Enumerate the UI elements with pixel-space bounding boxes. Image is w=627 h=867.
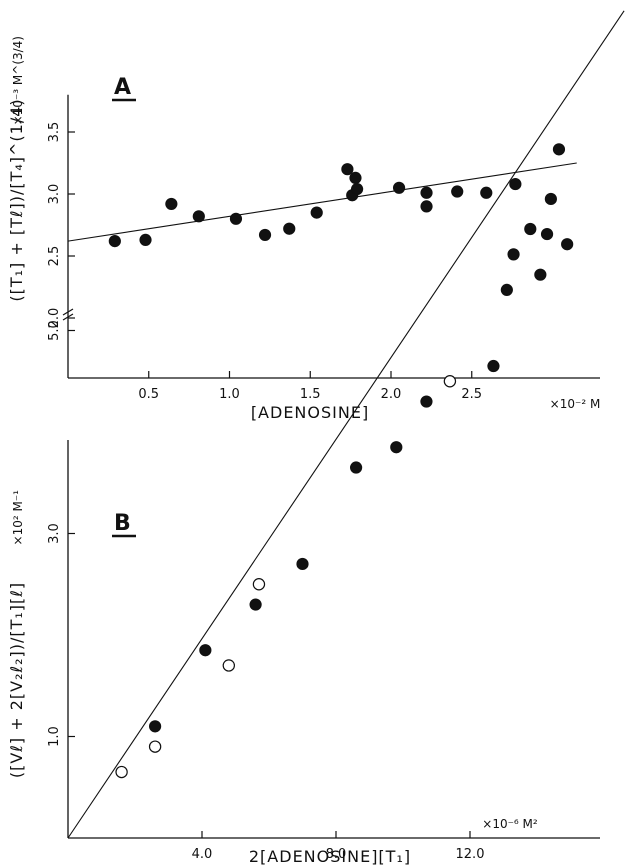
x-tick-label: 2.0: [381, 387, 402, 402]
filled-data-point: [258, 228, 272, 242]
filled-data-point: [487, 359, 500, 373]
open-data-point: [115, 765, 128, 779]
y-tick-label: 3.5: [47, 122, 62, 143]
x-tick-label: 4.0: [192, 847, 213, 862]
filled-data-point: [350, 182, 364, 196]
filled-data-point: [534, 268, 547, 281]
filled-data-point: [349, 171, 362, 184]
x-axis-title: 2[ADENOSINE][T₁]: [249, 847, 411, 866]
y-axis-unit: ×10⁻³ M^(3/4): [11, 36, 25, 125]
x-axis-unit: ×10⁻² M: [550, 397, 601, 411]
filled-data-point: [420, 395, 433, 408]
x-tick-label: 1.5: [300, 387, 321, 402]
filled-data-point: [149, 720, 162, 733]
y-tick-label: 3.0: [47, 184, 62, 205]
open-data-point: [443, 375, 457, 388]
open-data-point: [252, 578, 266, 591]
panel-b: 4.0 8.0 12.0 1.0 3.0 5.0 B 2[ADENOSINE][T₁] ×10⁻…: [7, 10, 625, 866]
y-tick-label: 3.0: [47, 523, 62, 544]
y-axis-unit: ×10² M⁻¹: [11, 490, 25, 546]
filled-data-point: [296, 557, 309, 571]
x-tick-label: 0.5: [138, 387, 159, 402]
open-data-point: [222, 659, 235, 672]
regression-line: [67, 10, 625, 839]
filled-data-point: [283, 222, 296, 235]
filled-data-point: [500, 283, 513, 296]
filled-data-point: [552, 143, 566, 156]
panel-a: 0.5 1.0 1.5 2.0 2.5 2.0 2.5 3.0 3.5 A [ADENOSINE] ×…: [7, 36, 600, 422]
axis-break-mark: [62, 313, 74, 321]
filled-data-point: [509, 177, 522, 191]
y-tick-label: 5.0: [47, 320, 62, 341]
filled-data-point: [192, 210, 205, 223]
y-axis-title: ([T₁] + [Tℓ])/[T₄]^(1/4): [7, 98, 26, 301]
filled-data-point: [341, 163, 354, 176]
y-tick-label: 2.0: [47, 308, 62, 329]
x-tick-label: 2.5: [461, 387, 482, 402]
y-tick-label: 2.5: [47, 246, 62, 267]
filled-data-point: [249, 598, 262, 611]
filled-data-point: [480, 186, 493, 199]
filled-data-point: [451, 185, 464, 198]
filled-data-point: [390, 441, 403, 454]
axis-break-mark: [62, 308, 74, 316]
y-axis-title: ([Vℓ] + 2[V₂ℓ₂])/[T₁][ℓ]: [7, 582, 26, 778]
panel-label: A: [114, 75, 131, 100]
filled-data-point: [420, 200, 433, 213]
y-tick-label: 1.0: [47, 726, 62, 747]
open-data-point: [148, 740, 162, 753]
filled-data-point: [420, 186, 433, 199]
filled-data-point: [507, 248, 520, 261]
filled-data-point: [540, 227, 554, 241]
panel-label: B: [114, 511, 131, 536]
x-axis-title: [ADENOSINE]: [251, 403, 369, 422]
filled-data-point: [139, 233, 152, 246]
filled-data-point: [199, 644, 212, 657]
filled-data-point: [350, 461, 363, 474]
filled-data-point: [561, 238, 574, 251]
x-tick-label: 8.0: [326, 847, 347, 862]
filled-data-point: [108, 235, 121, 248]
filled-data-point: [544, 192, 557, 206]
x-axis-unit: ×10⁻⁶ M²: [482, 817, 538, 831]
filled-data-point: [392, 181, 406, 194]
x-tick-label: 12.0: [456, 847, 485, 862]
filled-data-point: [229, 212, 243, 225]
filled-data-point: [524, 222, 537, 236]
filled-data-point: [165, 197, 178, 211]
regression-line: [67, 162, 577, 242]
x-tick-label: 1.0: [219, 387, 240, 402]
filled-data-point: [310, 206, 323, 219]
